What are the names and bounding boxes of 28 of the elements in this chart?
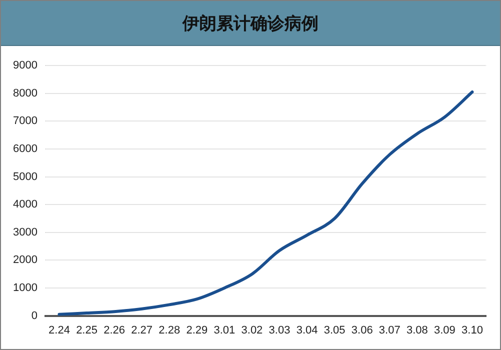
y-tick-label: 6000	[12, 143, 38, 156]
x-tick-label: 3.02	[241, 324, 263, 336]
x-tick-label: 2.25	[76, 324, 98, 336]
x-tick-label: 2.28	[158, 324, 180, 336]
x-tick-label: 2.29	[186, 324, 208, 336]
y-tick-label: 7000	[12, 115, 38, 128]
x-tick-label: 3.07	[378, 324, 400, 336]
x-tick-label: 2.26	[104, 324, 126, 336]
line-series	[58, 90, 474, 316]
x-tick-label: 3.09	[434, 324, 456, 336]
x-tick-label: 3.04	[296, 324, 318, 336]
x-tick-label: 3.06	[351, 324, 373, 336]
x-tick-label: 3.05	[324, 324, 346, 336]
x-tick-label: 3.01	[214, 324, 236, 336]
y-tick-label: 4000	[12, 198, 38, 211]
x-tick-label: 3.08	[406, 324, 428, 336]
x-tick-label: 2.27	[131, 324, 153, 336]
y-tick-label: 5000	[12, 170, 38, 183]
chart-title: 伊朗累计确诊病例	[1, 1, 500, 46]
x-tick-label: 3.10	[462, 324, 483, 336]
x-tick-label: 2.24	[48, 324, 70, 336]
y-tick-label: 2000	[12, 254, 38, 266]
y-tick-label: 8000	[12, 87, 38, 100]
y-tick-label: 9000	[12, 60, 38, 72]
y-tick-label: 0	[31, 310, 38, 322]
y-tick-label: 3000	[12, 226, 38, 238]
x-tick-label: 3.03	[268, 324, 290, 336]
y-tick-label: 1000	[12, 282, 38, 294]
